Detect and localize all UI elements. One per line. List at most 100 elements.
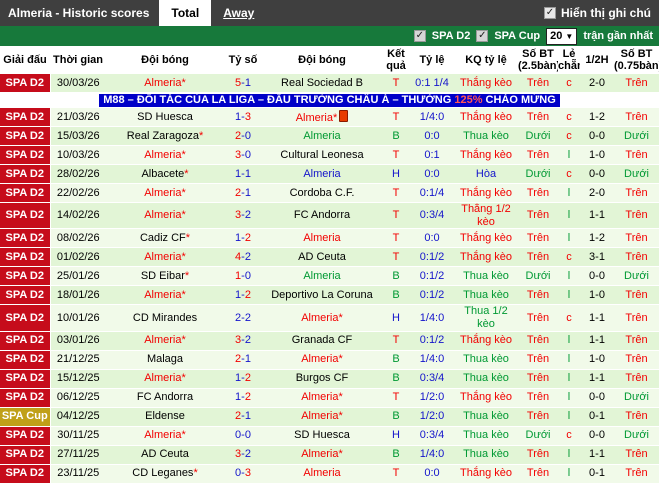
over-under-2-5: Trên bbox=[518, 285, 558, 306]
halftime-score: 0-0 bbox=[580, 164, 614, 184]
red-card-icon bbox=[339, 109, 349, 122]
league-badge: SPA D2 bbox=[0, 331, 51, 351]
result-letter: H bbox=[382, 304, 410, 332]
match-date: 14/02/26 bbox=[50, 202, 106, 230]
over-under-2-5: Trên bbox=[518, 407, 558, 427]
league-badge: SPA D2 bbox=[0, 202, 51, 230]
match-row: SPA D2 27/11/25 AD Ceuta 3-2 Almeria* B 1/4:0 T… bbox=[0, 445, 659, 465]
league-badge: SPA Cup bbox=[0, 407, 51, 427]
match-row: SPA D2 21/12/25 Malaga 2-1 Almeria* B 1/4:0 Thu… bbox=[0, 350, 659, 370]
halftime-score: 0-0 bbox=[580, 426, 614, 446]
fulltime-score: 1-2 bbox=[224, 285, 262, 306]
chevron-down-icon: ▼ bbox=[565, 31, 574, 41]
header-cell-0: Giải đấu bbox=[0, 46, 50, 74]
star-marker: * bbox=[181, 334, 186, 347]
over-under-2-5: Trên bbox=[518, 388, 558, 408]
fulltime-score: 2-1 bbox=[224, 350, 262, 370]
halftime-score: 1-1 bbox=[580, 369, 614, 389]
ad-cell: M88 – ĐỐI TÁC CỦA LA LIGA – ĐẤU TRƯỜNG C… bbox=[0, 92, 659, 108]
match-row: SPA D2 25/01/26 SD Eibar* 1-0 Almeria B 0:1/2 T… bbox=[0, 266, 659, 287]
over-under-2-5: Trên bbox=[518, 445, 558, 465]
ad-banner[interactable]: M88 – ĐỐI TÁC CỦA LA LIGA – ĐẤU TRƯỜNG C… bbox=[99, 93, 560, 107]
league-badge: SPA D2 bbox=[0, 369, 51, 389]
over-under-0-75: Dưới bbox=[614, 266, 659, 287]
match-row: SPA D2 22/02/26 Almeria* 2-1 Cordoba C.F. T 0:… bbox=[0, 183, 659, 203]
tab-away[interactable]: Away bbox=[211, 0, 266, 26]
header-cell-1: Thời gian bbox=[50, 46, 106, 74]
star-marker: * bbox=[338, 353, 343, 366]
halftime-score: 0-1 bbox=[580, 407, 614, 427]
away-team: Granada CF bbox=[262, 331, 382, 351]
halftime-score: 0-1 bbox=[580, 464, 614, 484]
fulltime-score: 0-0 bbox=[224, 426, 262, 446]
handicap-result: Thắng kèo bbox=[454, 331, 518, 351]
halftime-score: 2-0 bbox=[580, 74, 614, 93]
handicap-odds: 1/4:0 bbox=[410, 107, 454, 127]
tab-total[interactable]: Total bbox=[159, 0, 212, 26]
home-team: Cadiz CF* bbox=[106, 228, 224, 249]
handicap-odds: 0:1/2 bbox=[410, 285, 454, 306]
fulltime-score: 2-2 bbox=[224, 304, 262, 332]
handicap-result: Thua kèo bbox=[454, 407, 518, 427]
result-letter: B bbox=[382, 407, 410, 427]
over-under-0-75: Trên bbox=[614, 145, 659, 165]
handicap-odds: 0:1/4 bbox=[410, 183, 454, 203]
fulltime-score: 3-0 bbox=[224, 145, 262, 165]
header-cell-7: KQ tỷ lệ bbox=[454, 46, 518, 74]
home-team: SD Eibar* bbox=[106, 266, 224, 287]
show-notes-checkbox[interactable]: ✓ bbox=[544, 7, 556, 19]
star-marker: * bbox=[338, 410, 343, 423]
result-letter: H bbox=[382, 426, 410, 446]
odd-even: l bbox=[558, 145, 580, 165]
match-date: 06/12/25 bbox=[50, 388, 106, 408]
over-under-0-75: Dưới bbox=[614, 426, 659, 446]
over-under-0-75: Dưới bbox=[614, 126, 659, 146]
league-badge: SPA D2 bbox=[0, 304, 51, 332]
fulltime-score: 4-2 bbox=[224, 247, 262, 268]
top-bar: Almeria - Historic scores Total Away ✓ H… bbox=[0, 0, 659, 26]
over-under-0-75: Trên bbox=[614, 228, 659, 249]
result-letter: T bbox=[382, 145, 410, 165]
fulltime-score: 5-1 bbox=[224, 74, 262, 93]
match-count-select[interactable]: 20 ▼ bbox=[546, 27, 578, 45]
star-marker: * bbox=[181, 186, 186, 199]
match-date: 03/01/26 bbox=[50, 331, 106, 351]
header-cell-2: Đội bóng bbox=[106, 46, 224, 74]
header-cell-9: Lẻ chẵn bbox=[558, 46, 580, 74]
star-marker: * bbox=[198, 129, 204, 142]
match-date: 30/11/25 bbox=[50, 426, 106, 446]
over-under-2-5: Trên bbox=[518, 107, 558, 127]
handicap-odds: 0:0 bbox=[410, 126, 454, 146]
handicap-odds: 1/4:0 bbox=[410, 304, 454, 332]
home-team: Almeria* bbox=[106, 331, 224, 351]
match-date: 30/03/26 bbox=[50, 74, 106, 93]
handicap-result: Thua kèo bbox=[454, 426, 518, 446]
fulltime-score: 0-3 bbox=[224, 464, 262, 484]
historic-scores-table: Giải đấu Thời gian Đội bóng Tỷ số Đội bóng Kế… bbox=[0, 46, 659, 484]
star-marker: * bbox=[338, 311, 343, 324]
away-team: Almeria bbox=[262, 126, 382, 146]
filter-checkbox-spa-d2[interactable]: ✓ bbox=[413, 30, 426, 42]
handicap-odds: 0:0 bbox=[410, 164, 454, 184]
halftime-score: 1-0 bbox=[580, 145, 614, 165]
result-letter: T bbox=[382, 107, 410, 127]
handicap-result: Thua kèo bbox=[454, 126, 518, 146]
handicap-odds: 0:1/2 bbox=[410, 247, 454, 268]
handicap-odds: 1/2:0 bbox=[410, 388, 454, 408]
match-row: SPA D2 15/03/26 Real Zaragoza* 2-0 Almeria B 0… bbox=[0, 126, 659, 146]
home-team: Real Zaragoza* bbox=[106, 126, 224, 146]
home-team: FC Andorra bbox=[106, 388, 224, 408]
filter-label-spa-d2: SPA D2 bbox=[431, 30, 471, 42]
home-team: Almeria* bbox=[106, 426, 224, 446]
match-date: 18/01/26 bbox=[50, 285, 106, 306]
league-badge: SPA D2 bbox=[0, 266, 51, 287]
header-cell-8: Số BT (2.5bàn) bbox=[518, 46, 558, 74]
odd-even: c bbox=[558, 107, 580, 127]
halftime-score: 1-1 bbox=[580, 445, 614, 465]
filter-checkbox-spa-cup[interactable]: ✓ bbox=[476, 30, 489, 42]
odd-even: c bbox=[558, 426, 580, 446]
fulltime-score: 1-2 bbox=[224, 228, 262, 249]
handicap-result: Thắng 1/2 kèo bbox=[454, 202, 518, 230]
handicap-result: Thắng kèo bbox=[454, 183, 518, 203]
handicap-odds: 0:1/2 bbox=[410, 331, 454, 351]
